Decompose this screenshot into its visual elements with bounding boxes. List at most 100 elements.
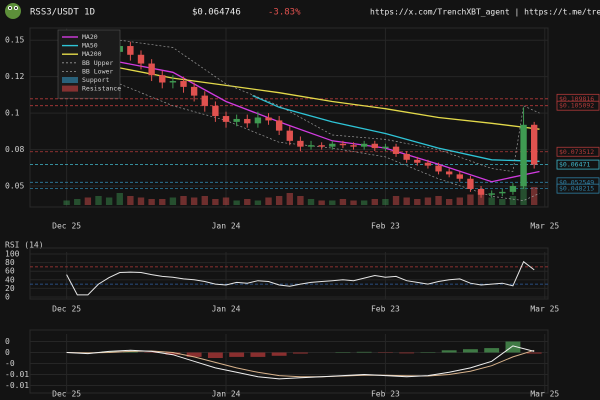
candle-body <box>127 46 134 55</box>
macd-hist-bar <box>122 351 138 353</box>
volume-bar <box>403 197 410 205</box>
legend-label: BB Upper <box>82 59 113 67</box>
ma-line <box>119 61 540 183</box>
volume-bar <box>392 196 400 205</box>
macd-hist-bar <box>484 348 500 353</box>
candle-body <box>339 143 347 146</box>
links: https://x.com/TrenchXBT_agent | https://… <box>370 8 600 17</box>
x-tick-label: Mar 25 <box>530 390 559 399</box>
volume-bar <box>244 199 251 205</box>
volume-bar <box>159 199 166 205</box>
volume-bar <box>137 197 145 205</box>
y-tick-label: -0.01 <box>5 370 29 379</box>
candle-body <box>307 145 315 147</box>
rsi-title: RSI (14) <box>5 241 44 250</box>
level-label-bg <box>556 100 600 111</box>
macd-hist-bar <box>250 352 266 357</box>
macd-hist-bar <box>292 352 308 354</box>
volume-bar <box>63 200 70 205</box>
panel-frame <box>29 27 549 208</box>
candle-body <box>530 124 538 165</box>
y-tick-label: -0.01 <box>5 381 29 390</box>
candle-body <box>318 145 325 147</box>
y-tick-label: 100 <box>5 250 20 259</box>
volume-bar <box>339 199 347 205</box>
macd-line <box>66 345 535 380</box>
candle-body <box>414 159 421 163</box>
macd-hist-bar <box>271 352 287 356</box>
candle-body <box>499 191 506 194</box>
legend-label: MA20 <box>82 33 98 41</box>
candle-body <box>159 75 166 83</box>
ma-line <box>66 64 540 130</box>
volume-bar <box>445 199 453 205</box>
x-tick-label: Jan 24 <box>212 305 241 314</box>
candle-body <box>137 54 145 64</box>
candle-body <box>477 188 485 195</box>
macd-hist-bar <box>207 352 223 358</box>
level-label: $0.048215 <box>559 185 594 193</box>
volume-bar <box>105 197 113 205</box>
macd-hist-bar <box>356 351 372 353</box>
volume-bar <box>414 199 421 205</box>
x-tick-label: Mar 25 <box>530 305 559 314</box>
candle-body <box>275 120 283 131</box>
y-tick-label: 0 <box>5 348 10 357</box>
x-tick-label: Dec 25 <box>52 222 81 231</box>
y-tick-label: 80 <box>5 258 15 267</box>
macd-hist-bar <box>505 341 521 353</box>
candle-body <box>297 140 304 147</box>
volume-bar <box>382 199 389 205</box>
volume-bar <box>95 196 102 205</box>
level-label: $0.109816 <box>559 95 594 103</box>
x-tick-label: Jan 24 <box>212 390 241 399</box>
volume-bar <box>297 196 304 205</box>
volume-bar <box>84 197 92 205</box>
candle-body <box>148 63 155 76</box>
volume-bar <box>435 196 442 205</box>
rsi-line <box>66 260 535 296</box>
volume-bar <box>116 193 123 205</box>
y-tick-label: 0.05 <box>5 182 24 191</box>
volume-bar <box>488 197 495 205</box>
panel-frame <box>29 247 549 300</box>
volume-bar <box>477 193 485 205</box>
legend-label: MA50 <box>82 42 98 50</box>
x-tick-label: Feb 23 <box>371 222 400 231</box>
volume-bar <box>286 193 293 205</box>
macd-hist-bar <box>526 352 542 354</box>
y-tick-label: 20 <box>5 284 15 293</box>
volume-bar <box>74 199 81 205</box>
candle-body <box>392 146 400 154</box>
candle-body <box>520 124 527 187</box>
macd-hist-bar <box>186 352 202 357</box>
volume-bar <box>265 197 272 205</box>
legend-label: Support <box>82 76 109 84</box>
volume-bar <box>509 196 517 205</box>
candle-body <box>169 81 177 83</box>
candle-body <box>329 143 336 147</box>
ma-line <box>119 83 540 201</box>
candle-body <box>456 174 463 179</box>
y-tick-label: 0 <box>5 337 10 346</box>
y-tick-label: 0.15 <box>5 36 24 45</box>
macd-hist-bar <box>441 350 457 353</box>
candle-body <box>350 145 357 147</box>
legend-label: MA200 <box>82 50 102 58</box>
level-label: $0.052549 <box>559 178 594 186</box>
y-tick-label: 40 <box>5 275 15 284</box>
legend-swatch <box>62 77 78 83</box>
y-tick-label: 60 <box>5 267 15 276</box>
volume-bar <box>233 200 240 205</box>
macd-hist-bar <box>229 352 245 357</box>
volume-bar <box>360 200 368 205</box>
price: $0.064746 <box>192 8 241 18</box>
level-label-bg <box>556 183 600 194</box>
volume-bar <box>169 197 177 205</box>
volume-bar <box>456 197 463 205</box>
volume-bar <box>424 197 432 205</box>
volume-bar <box>201 196 208 205</box>
candle-body <box>382 146 389 149</box>
level-label-bg <box>556 146 600 157</box>
